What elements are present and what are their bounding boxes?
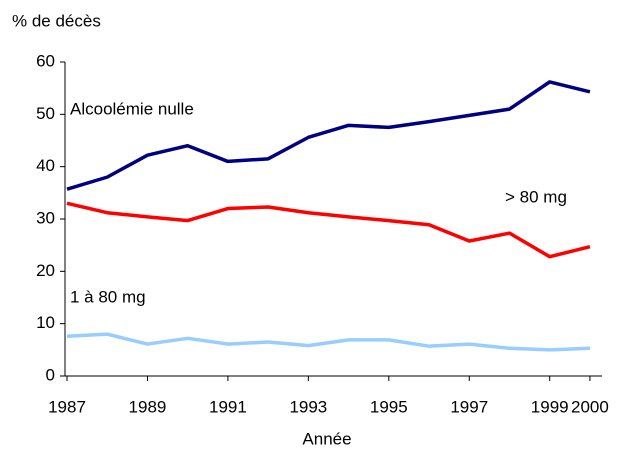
x-tick-label: 1989 (129, 397, 167, 416)
y-tick-label: 40 (36, 156, 55, 175)
y-tick-label: 20 (36, 261, 55, 280)
y-axis-label: % de décès (12, 11, 101, 30)
x-tick-label: 1997 (450, 397, 488, 416)
x-axis-label: Année (302, 429, 351, 448)
y-tick-label: 30 (36, 208, 55, 227)
series-label: > 80 mg (505, 187, 567, 206)
x-tick-label: 1991 (209, 397, 247, 416)
x-tick-label: 2000 (571, 397, 609, 416)
x-tick-label: 1987 (48, 397, 86, 416)
x-tick-label: 1999 (531, 397, 569, 416)
y-tick-label: 0 (46, 365, 55, 384)
x-tick-label: 1993 (289, 397, 327, 416)
line-series (66, 201, 591, 259)
series-label: Alcoolémie nulle (70, 99, 194, 118)
y-tick-label: 60 (36, 51, 55, 70)
y-tick-label: 10 (36, 313, 55, 332)
x-tick-label: 1995 (370, 397, 408, 416)
line-series (66, 80, 591, 191)
line-series (66, 332, 591, 352)
series-label: 1 à 80 mg (70, 287, 146, 306)
y-tick-label: 50 (36, 104, 55, 123)
